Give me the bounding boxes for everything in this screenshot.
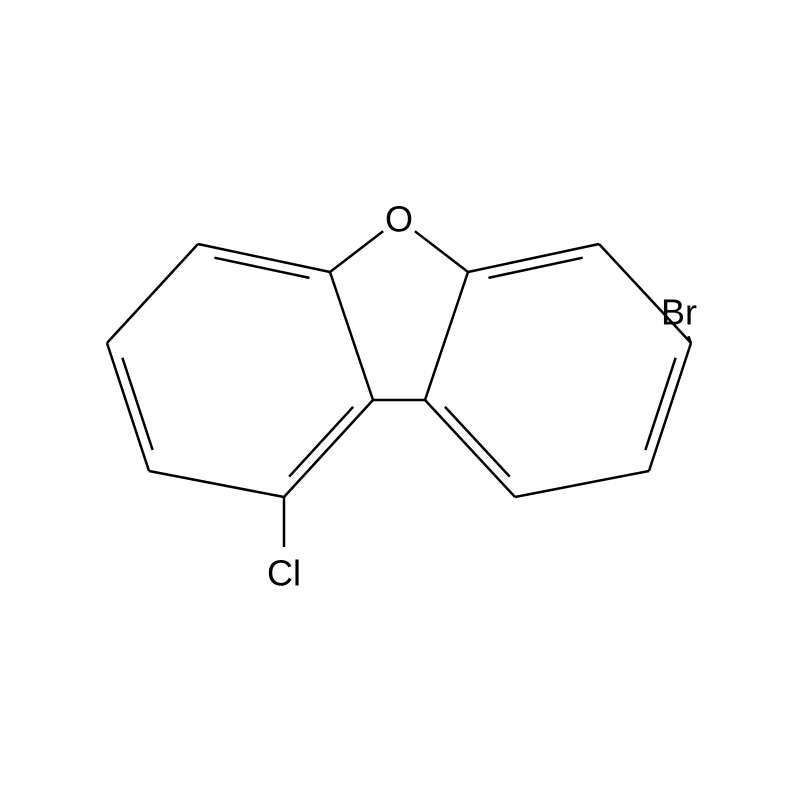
bond	[149, 471, 284, 497]
bond	[289, 407, 353, 477]
bond	[330, 231, 383, 272]
bond	[425, 400, 515, 497]
bond	[284, 400, 373, 497]
bond	[214, 258, 309, 278]
bond	[649, 343, 691, 471]
bond	[107, 343, 149, 471]
bond	[488, 258, 582, 278]
molecule-canvas: O Cl Br	[0, 0, 800, 800]
bond	[107, 244, 198, 343]
bond	[445, 407, 510, 477]
atom-label-o: O	[385, 199, 413, 240]
atom-label-br: Br	[661, 292, 697, 333]
atom-label-cl: Cl	[267, 553, 301, 594]
bond	[330, 272, 373, 400]
bond	[515, 471, 649, 497]
bond	[415, 231, 468, 272]
bond	[425, 272, 468, 400]
